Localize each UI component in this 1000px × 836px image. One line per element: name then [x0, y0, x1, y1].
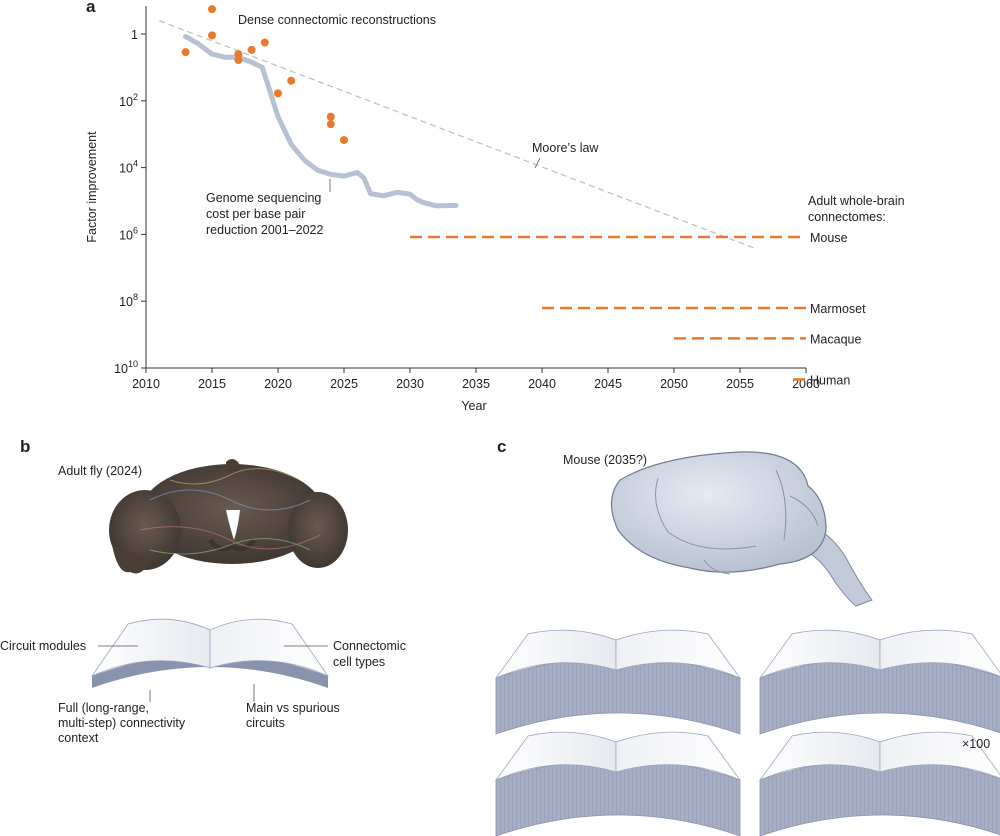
book: [758, 629, 1000, 735]
connectome-label-human: Human: [810, 373, 850, 387]
label-context-3: context: [58, 731, 99, 745]
moores-law-line: [158, 20, 754, 249]
fly-book: [90, 618, 330, 688]
label-cell-types-2: cell types: [333, 655, 385, 669]
panel-label-a: a: [86, 0, 96, 16]
genome-label-line1: Genome sequencing: [206, 191, 321, 205]
dense-point: [260, 38, 269, 47]
fly-brain-image: [109, 459, 348, 574]
mouse-title: Mouse (2035?): [563, 453, 647, 467]
dense-point: [208, 31, 216, 40]
y-axis-label: Factor improvement: [85, 131, 99, 243]
x-ticks: 2010 2015 2020 2025 2030 2035 2040 2045 2050 2055…: [132, 368, 820, 391]
x-tick-label: 2040: [528, 377, 556, 391]
genome-label-line3: reduction 2001–2022: [206, 223, 324, 237]
x-tick-label: 2030: [396, 377, 424, 391]
y-tick-label: 104: [119, 159, 138, 176]
dense-point: [247, 45, 256, 54]
y-tick-label: 102: [119, 92, 138, 109]
label-context-2: multi-step) connectivity: [58, 716, 186, 730]
x-tick-label: 2025: [330, 377, 358, 391]
x-axis-label: Year: [461, 399, 486, 413]
label-circuits-2: circuits: [246, 716, 285, 730]
label-circuits-1: Main vs spurious: [246, 701, 340, 715]
dense-point: [181, 48, 190, 57]
y-tick-label: 108: [119, 292, 138, 309]
book: [494, 731, 742, 836]
dense-point: [326, 112, 335, 121]
dense-point: [208, 5, 216, 14]
connectome-label-marmoset: Marmoset: [810, 302, 866, 316]
multiplier-label: ×100: [962, 737, 990, 751]
book-page-right: [879, 629, 1000, 677]
panel-label-c: c: [497, 437, 506, 456]
x-tick-label: 2010: [132, 377, 160, 391]
dense-point: [340, 136, 348, 145]
moores-law-label: Moore’s law: [532, 141, 599, 155]
book: [758, 731, 1000, 836]
genome-sequencing-series: [183, 34, 459, 209]
dense-point: [274, 89, 282, 98]
x-tick-label: 2045: [594, 377, 622, 391]
adult-label-line1: Adult whole-brain: [808, 194, 905, 208]
connectome-label-macaque: Macaque: [810, 332, 861, 346]
x-tick-label: 2015: [198, 377, 226, 391]
book-page-right: [879, 731, 1000, 779]
mouse-brain-image: [610, 451, 873, 607]
fly-title: Adult fly (2024): [58, 464, 142, 478]
genome-label-line2: cost per base pair: [206, 207, 305, 221]
x-tick-label: 2050: [660, 377, 688, 391]
chart: 2010 2015 2020 2025 2030 2035 2040 2045 2050 2055…: [85, 5, 905, 413]
book-page-right: [615, 731, 742, 781]
y-tick-label: 106: [119, 225, 138, 242]
book: [494, 629, 742, 735]
panel-label-b: b: [20, 437, 30, 456]
dense-point: [234, 55, 243, 64]
x-tick-label: 2020: [264, 377, 292, 391]
label-cell-types-1: Connectomic: [333, 639, 406, 653]
dense-label: Dense connectomic reconstructions: [238, 13, 436, 27]
dense-point: [234, 50, 243, 59]
y-ticks: 1 102 104 106 108 1010: [114, 28, 146, 376]
dense-point: [287, 76, 296, 85]
label-context-1: Full (long-range,: [58, 701, 149, 715]
adult-label-line2: connectomes:: [808, 210, 886, 224]
moores-law-series: [158, 20, 754, 249]
connectome-projections: Mouse Marmoset Macaque Human: [410, 231, 866, 387]
x-tick-label: 2055: [726, 377, 754, 391]
mouse-books: [494, 629, 1000, 836]
connectome-label-mouse: Mouse: [810, 231, 848, 245]
label-circuit-modules: Circuit modules: [0, 639, 86, 653]
dense-point: [326, 120, 335, 129]
book-page-right: [615, 629, 742, 679]
x-tick-label: 2035: [462, 377, 490, 391]
genome-curve: [183, 34, 459, 209]
moores-law-leader: [534, 157, 541, 169]
dense-connectomics-series: [181, 5, 348, 145]
y-tick-label: 1: [131, 28, 138, 42]
y-tick-label: 1010: [114, 359, 138, 376]
